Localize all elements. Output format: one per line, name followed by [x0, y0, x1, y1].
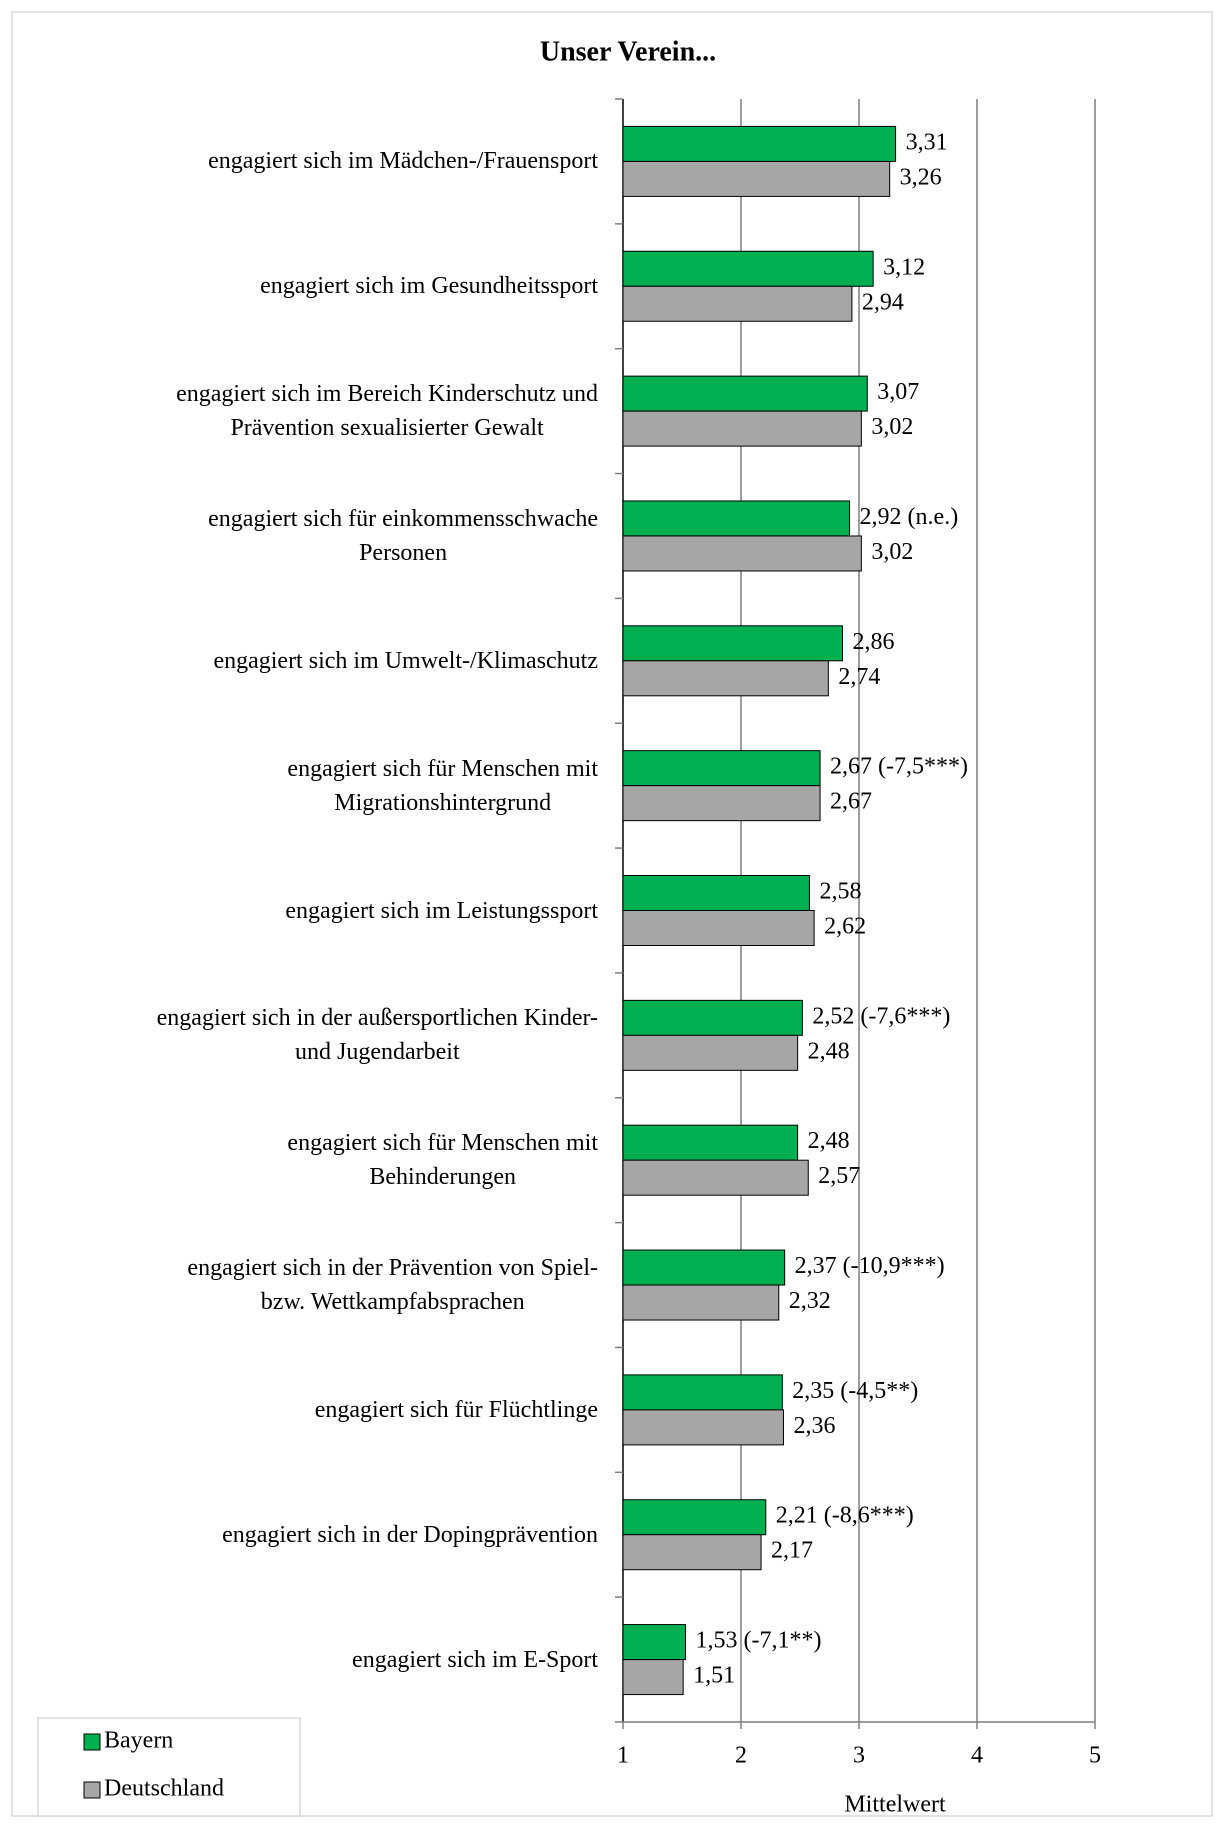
legend-label: Deutschland [104, 1776, 224, 1802]
chart-frame [11, 11, 1213, 1817]
bar [622, 1534, 762, 1571]
bar [622, 285, 853, 322]
value-label: 2,86 [852, 629, 894, 655]
value-label: 2,62 [824, 914, 866, 940]
value-label: 2,37 (-10,9***) [795, 1253, 945, 1279]
category-label: engagiert sich im Umwelt-/Klimaschutz [213, 647, 598, 674]
bar [622, 1284, 780, 1321]
value-label: 2,67 (-7,5***) [830, 754, 968, 780]
x-tick-label: 3 [853, 1743, 865, 1769]
bar [622, 1249, 786, 1286]
value-label: 2,74 [838, 664, 880, 690]
value-label: 2,32 [789, 1288, 831, 1314]
bar [622, 660, 829, 697]
category-label: engagiert sich für Menschen mit Behinder… [287, 1130, 598, 1191]
bar [622, 910, 815, 946]
legend-box [37, 1717, 301, 1817]
value-label: 3,12 [883, 254, 925, 280]
bar [622, 250, 874, 287]
bar [622, 625, 843, 662]
bar [622, 1624, 687, 1661]
category-label: engagiert sich in der außersportlichen K… [156, 1005, 598, 1066]
x-axis-label: Mittelwert [844, 1792, 946, 1818]
bar [622, 785, 821, 822]
value-label: 2,94 [862, 289, 904, 315]
category-label: engagiert sich für Flüchtlinge [314, 1396, 598, 1423]
bar [622, 1659, 684, 1696]
bar [622, 1124, 799, 1161]
bar [622, 999, 803, 1036]
category-label: engagiert sich für Menschen mit Migratio… [287, 755, 598, 816]
chart-title: Unser Verein... [540, 36, 716, 67]
bar [622, 125, 897, 162]
value-label: 2,36 [793, 1413, 835, 1439]
bar [622, 500, 851, 537]
bar [622, 875, 810, 911]
category-label: engagiert sich im Bereich Kinderschutz u… [176, 381, 598, 442]
bar [622, 160, 891, 197]
bar [622, 375, 868, 412]
category-label: engagiert sich im Gesundheitssport [260, 273, 598, 300]
category-label: engagiert sich in der Dopingprävention [222, 1521, 598, 1548]
value-label: 3,07 [877, 379, 919, 405]
category-label: engagiert sich im Mädchen-/Frauensport [208, 148, 598, 175]
x-tick-label: 2 [735, 1743, 747, 1769]
value-label: 2,17 [771, 1538, 813, 1564]
x-tick-label: 4 [971, 1743, 983, 1769]
legend-swatch [83, 1781, 101, 1799]
value-label: 2,48 [808, 1038, 850, 1064]
value-label: 3,02 [871, 539, 913, 565]
value-label: 2,48 [808, 1128, 850, 1154]
x-tick-label: 1 [617, 1743, 629, 1769]
category-label: engagiert sich in der Prävention von Spi… [187, 1255, 598, 1316]
value-label: 2,57 [818, 1163, 860, 1189]
value-label: 2,92 (n.e.) [860, 504, 959, 530]
value-label: 3,31 [906, 129, 948, 155]
value-label: 2,21 (-8,6***) [776, 1503, 914, 1529]
bar [622, 1159, 809, 1196]
bar [622, 1374, 783, 1411]
category-label: engagiert sich im Leistungssport [285, 897, 598, 924]
bar [622, 1034, 799, 1071]
bar [622, 410, 862, 447]
value-label: 3,26 [900, 164, 942, 190]
value-label: 1,53 (-7,1**) [696, 1628, 822, 1654]
value-label: 2,52 (-7,6***) [812, 1003, 950, 1029]
bar [622, 1409, 784, 1446]
legend-swatch [83, 1733, 101, 1751]
value-label: 1,51 [693, 1663, 735, 1689]
category-label: engagiert sich für einkommensschwache Pe… [208, 505, 598, 566]
bar [622, 1499, 767, 1536]
x-tick-label: 5 [1089, 1743, 1101, 1769]
value-label: 2,67 [830, 789, 872, 815]
value-label: 2,58 [819, 879, 861, 905]
bar [622, 750, 821, 787]
category-label: engagiert sich im E-Sport [352, 1646, 598, 1673]
legend-label: Bayern [104, 1728, 173, 1754]
bar [622, 535, 862, 572]
value-label: 3,02 [871, 414, 913, 440]
value-label: 2,35 (-4,5**) [792, 1378, 918, 1404]
